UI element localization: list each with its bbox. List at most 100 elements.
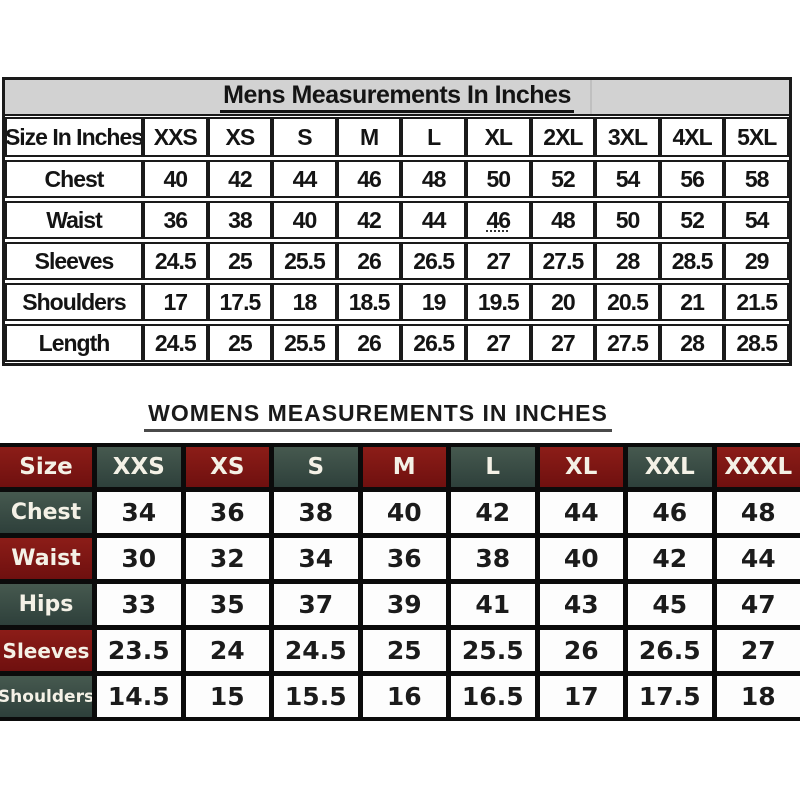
mens-row-label: Sleeves <box>5 242 143 280</box>
mens-value: 27 <box>551 329 576 356</box>
mens-size-table: Mens Measurements In Inches Size In Inch… <box>2 77 792 366</box>
mens-value: 27 <box>486 329 511 356</box>
mens-size-header: XS <box>207 117 273 157</box>
mens-value-cell: 17.5 <box>207 283 273 321</box>
mens-value: 27 <box>486 247 511 274</box>
mens-value-cell: 20 <box>530 283 596 321</box>
mens-value-cell: 42 <box>336 201 402 239</box>
womens-corner-header: Size <box>0 447 92 487</box>
mens-value: 28 <box>680 329 705 356</box>
womens-size-header: XXL <box>628 447 712 487</box>
womens-value-cell: 30 <box>97 538 181 579</box>
mens-value: 18.5 <box>348 288 391 315</box>
mens-row-label: Waist <box>5 201 143 239</box>
mens-value-cell: 19 <box>401 283 466 321</box>
mens-value-cell: 28.5 <box>724 324 789 362</box>
mens-value-cell: 25.5 <box>272 324 337 362</box>
mens-value: 40 <box>292 206 318 233</box>
mens-value: 46 <box>486 206 511 233</box>
womens-value-cell: 24.5 <box>274 630 358 671</box>
mens-value-cell: 40 <box>272 201 337 239</box>
mens-value: 42 <box>357 206 382 233</box>
mens-value-cell: 42 <box>207 160 273 198</box>
mens-value: 29 <box>744 247 770 274</box>
womens-value-cell: 36 <box>185 492 269 533</box>
mens-value: 19 <box>421 288 447 315</box>
womens-size-header: XXXL <box>716 447 800 487</box>
womens-value-cell: 15.5 <box>274 676 358 717</box>
mens-value-cell: 52 <box>659 201 725 239</box>
mens-value: 58 <box>744 165 770 192</box>
mens-value-cell: 24.5 <box>142 324 208 362</box>
mens-value-cell: 20.5 <box>595 283 660 321</box>
mens-value: 56 <box>680 165 705 192</box>
mens-value-cell: 44 <box>401 201 466 239</box>
mens-value-cell: 48 <box>530 201 596 239</box>
mens-value-cell: 38 <box>207 201 273 239</box>
womens-value-cell: 14.5 <box>97 676 181 717</box>
mens-value-cell: 25 <box>207 242 273 280</box>
mens-value-cell: 52 <box>530 160 596 198</box>
womens-value-cell: 40 <box>539 538 623 579</box>
mens-value-cell: 48 <box>401 160 466 198</box>
womens-value-cell: 42 <box>628 538 712 579</box>
mens-value-cell: 26 <box>336 242 402 280</box>
mens-value: 44 <box>421 206 447 233</box>
mens-value: 24.5 <box>154 329 197 356</box>
womens-value-cell: 38 <box>274 492 358 533</box>
womens-row-label: Hips <box>0 584 92 625</box>
womens-row-label: Chest <box>0 492 92 533</box>
mens-value-cell: 24.5 <box>142 242 208 280</box>
womens-size-header: XXS <box>97 447 181 487</box>
womens-value-cell: 26 <box>539 630 623 671</box>
mens-row-label: Length <box>5 324 143 362</box>
womens-value-cell: 45 <box>628 584 712 625</box>
mens-value-cell: 46 <box>336 160 402 198</box>
mens-value-cell: 58 <box>724 160 789 198</box>
mens-value-cell: 29 <box>724 242 789 280</box>
womens-value-cell: 44 <box>539 492 623 533</box>
womens-size-header: XS <box>185 447 269 487</box>
mens-value-cell: 18.5 <box>336 283 402 321</box>
womens-size-header: S <box>274 447 358 487</box>
mens-value: 54 <box>744 206 770 233</box>
womens-value-cell: 24 <box>185 630 269 671</box>
mens-value-cell: 21 <box>659 283 725 321</box>
mens-value: 44 <box>292 165 318 192</box>
womens-value-cell: 34 <box>274 538 358 579</box>
mens-value: 27.5 <box>607 329 649 356</box>
mens-value-cell: 18 <box>272 283 337 321</box>
mens-value-cell: 46 <box>465 201 531 239</box>
mens-value-cell: 19.5 <box>465 283 531 321</box>
mens-value-cell: 27 <box>530 324 596 362</box>
mens-value-cell: 26.5 <box>401 324 466 362</box>
womens-value-cell: 39 <box>362 584 446 625</box>
womens-value-cell: 33 <box>97 584 181 625</box>
mens-table-title-band: Mens Measurements In Inches <box>5 80 789 116</box>
mens-value-cell: 27.5 <box>530 242 596 280</box>
mens-value: 52 <box>680 206 705 233</box>
womens-row-label: Sleeves <box>0 630 92 671</box>
womens-table-grid: Size XXS XS S M L XL XXL XXXL Chest 34 36 38 40 42 44 46… <box>0 443 800 721</box>
mens-value: 28 <box>615 247 641 274</box>
mens-value: 18 <box>292 288 318 315</box>
womens-value-cell: 34 <box>97 492 181 533</box>
mens-value: 25 <box>228 247 253 274</box>
womens-value-cell: 32 <box>185 538 269 579</box>
womens-size-header: L <box>451 447 535 487</box>
mens-value-cell: 25.5 <box>272 242 337 280</box>
mens-size-header: 4XL <box>659 117 725 157</box>
mens-value: 25.5 <box>284 329 326 356</box>
mens-size-header: XXS <box>142 117 208 157</box>
mens-value-cell: 27 <box>465 324 531 362</box>
mens-size-header: XL <box>465 117 531 157</box>
womens-table-title: WOMENS MEASUREMENTS IN INCHES <box>144 400 612 433</box>
mens-value-cell: 25 <box>207 324 273 362</box>
womens-value-cell: 15 <box>185 676 269 717</box>
mens-value-cell: 21.5 <box>724 283 789 321</box>
mens-table-grid: Size In Inches XXS XS S M L XL 2XL 3XL 4XL 5XL Ches… <box>5 116 789 363</box>
mens-value: 38 <box>228 206 253 233</box>
womens-value-cell: 23.5 <box>97 630 181 671</box>
womens-value-cell: 37 <box>274 584 358 625</box>
womens-value-cell: 46 <box>628 492 712 533</box>
